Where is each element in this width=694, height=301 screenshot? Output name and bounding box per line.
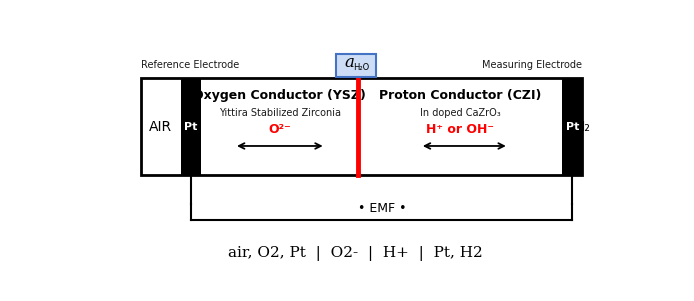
- Text: AIR: AIR: [149, 119, 172, 134]
- Text: air, O2, Pt  |  O2-  |  H+  |  Pt, H2: air, O2, Pt | O2- | H+ | Pt, H2: [228, 247, 483, 262]
- Text: • EMF •: • EMF •: [357, 202, 406, 215]
- Text: Reference Electrode: Reference Electrode: [140, 60, 239, 70]
- Text: In doped CaZrO₃: In doped CaZrO₃: [420, 108, 500, 118]
- Bar: [562, 78, 583, 175]
- Text: H₂O: H₂O: [353, 64, 369, 72]
- Text: O²⁻: O²⁻: [269, 123, 291, 136]
- Bar: [181, 78, 201, 175]
- Text: Pt: Pt: [566, 122, 579, 132]
- Text: Proton Conductor (CZI): Proton Conductor (CZI): [379, 89, 541, 102]
- Bar: [336, 54, 376, 77]
- Text: a: a: [344, 54, 354, 71]
- Text: H₂: H₂: [574, 119, 590, 134]
- Text: Yittira Stabilized Zirconia: Yittira Stabilized Zirconia: [219, 108, 341, 118]
- Text: Pt: Pt: [185, 122, 198, 132]
- Text: Oxygen Conductor (YSZ): Oxygen Conductor (YSZ): [194, 89, 366, 102]
- Text: Measuring Electrode: Measuring Electrode: [482, 60, 582, 70]
- Text: H⁺ or OH⁻: H⁺ or OH⁻: [426, 123, 494, 136]
- Bar: [140, 78, 582, 175]
